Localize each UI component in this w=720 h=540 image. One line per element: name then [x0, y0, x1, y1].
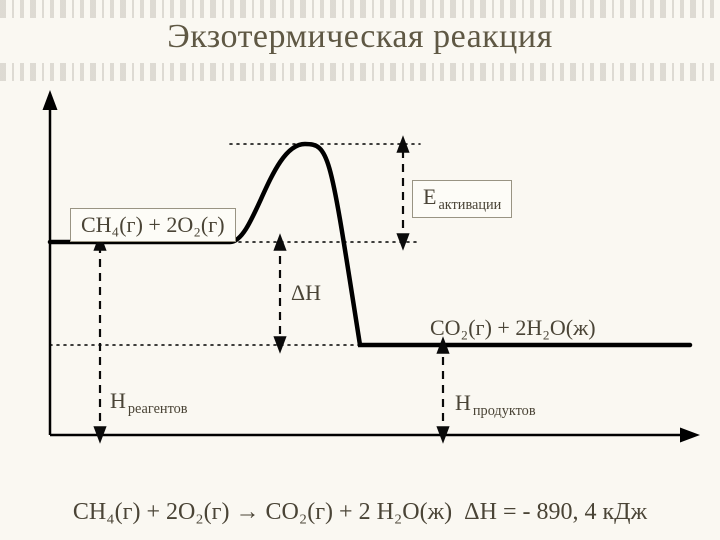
label-products: СО₂(г) + 2Н₂О(ж): [430, 315, 596, 341]
label-delta-h: ΔН: [291, 280, 321, 306]
label-h-reactants: Нреагентов: [110, 388, 188, 418]
page: Экзотермическая реакция СН₄(г) + 2О₂(г) …: [0, 0, 720, 540]
diagram-svg: [0, 90, 720, 480]
decorative-title-band: [0, 63, 720, 81]
label-reactants: СН₄(г) + 2О₂(г): [70, 208, 236, 242]
decorative-top-band: [0, 0, 720, 18]
reaction-equation: СН₄(г) + 2О₂(г) → СО₂(г) + 2 Н₂О(ж) ΔН =…: [0, 499, 720, 526]
energy-diagram: СН₄(г) + 2О₂(г) Еактивации СО₂(г) + 2Н₂О…: [0, 90, 720, 480]
label-h-products: Нпродуктов: [455, 390, 536, 420]
label-activation-energy: Еактивации: [412, 180, 512, 218]
page-title: Экзотермическая реакция: [0, 18, 720, 56]
